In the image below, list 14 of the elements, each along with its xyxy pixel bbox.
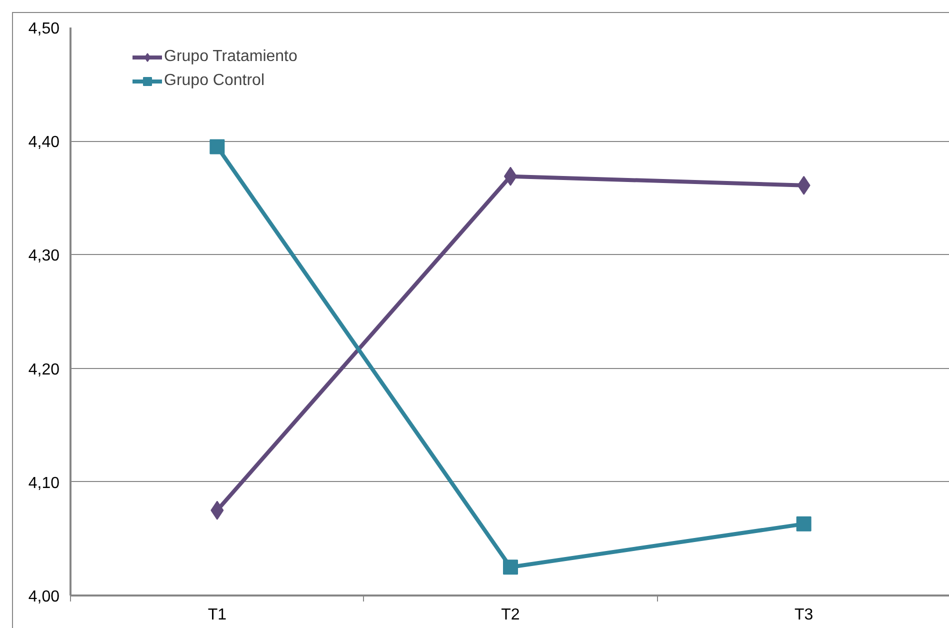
y-tick-label: 4,50	[28, 20, 60, 38]
y-tick-label: 4,20	[28, 361, 60, 378]
y-tick-label: 4,40	[28, 134, 60, 152]
point	[796, 516, 812, 532]
legend-label: Grupo Control	[164, 72, 264, 90]
y-tick-label: 4,10	[28, 474, 60, 492]
x-tick-label: T1	[208, 606, 227, 624]
legend-label: Grupo Tratamiento	[164, 48, 298, 66]
x-tick-label: T3	[794, 606, 814, 624]
point	[210, 139, 225, 154]
y-tick-label: 4,30	[28, 248, 60, 265]
point	[503, 560, 518, 575]
y-tick-label: 4,00	[28, 588, 60, 606]
x-tick-label: T2	[501, 606, 520, 624]
